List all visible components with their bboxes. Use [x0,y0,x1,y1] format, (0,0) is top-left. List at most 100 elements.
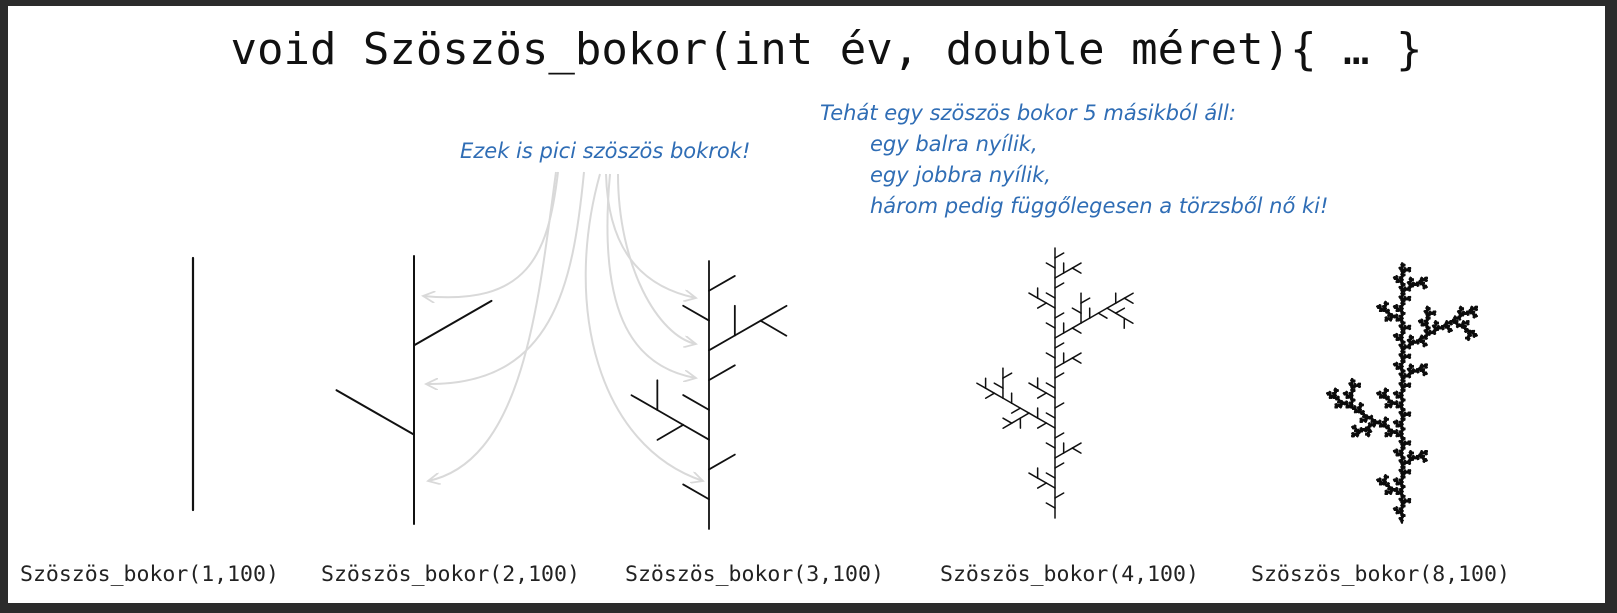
branch-segment [1046,483,1055,488]
branch-segment [1072,353,1081,358]
branch-segment [1038,483,1047,488]
branch-segment [1038,388,1047,393]
branch-segment [709,365,735,380]
branch-segment [1055,403,1064,408]
branch-segment [1055,433,1064,438]
branch-segment [1003,398,1012,403]
branch-segment [1046,303,1055,308]
pointer-arrow [607,174,696,378]
pointer-arrow [586,174,703,481]
branch-segment [1046,503,1055,508]
branch-segment [1029,293,1038,298]
pointer-arrow [618,174,696,344]
branch-segment [994,383,1003,388]
branch-segment [1116,313,1125,318]
bush-drawing-3 [632,261,787,529]
branch-segment [1090,313,1099,318]
branch-segment [1046,293,1055,298]
branch-segment [1072,268,1081,273]
branch-segment [994,393,1003,398]
diagram-canvas: void Szöszös_bokor(int év, double méret)… [8,6,1605,603]
branch-segment [1055,453,1064,458]
branch-segment [1003,418,1012,423]
branch-segment [1055,253,1064,258]
branch-segment [1038,478,1047,483]
branch-segment [1038,303,1047,308]
branch-segment [1064,268,1073,273]
branch-segment [709,276,735,291]
branch-segment [1012,408,1021,413]
branch-segment [1072,358,1081,363]
branch-segment [657,410,683,425]
branch-segment [1055,373,1064,378]
branch-segment [1124,298,1133,303]
branch-segment [683,395,709,410]
branch-segment [1072,443,1081,448]
branch-segment [1055,283,1064,288]
branch-segment [761,306,787,321]
branch-segment [1072,263,1081,268]
bushes-drawing [8,6,1605,603]
branch-segment [1072,323,1081,328]
branch-segment [1116,308,1125,313]
branch-segment [1046,413,1055,418]
branch-segment [1046,383,1055,388]
branch-segment [1046,263,1055,268]
branch-segment [1038,418,1047,423]
branch-segment [1081,298,1090,303]
branch-segment [1055,273,1064,278]
branch-segment [1038,393,1047,398]
branch-segment [1107,308,1116,313]
branch-segment [1046,423,1055,428]
branch-segment [1124,293,1133,298]
pointer-arrow [426,172,584,384]
branch-segment [1029,473,1038,478]
branch-segment [1055,313,1064,318]
branch-segment [657,425,683,440]
branch-segment [1107,303,1116,308]
branch-segment [1098,308,1107,313]
branch-segment [709,455,735,470]
branch-segment [1098,313,1107,318]
branch-segment [683,484,709,499]
branch-segment [1046,393,1055,398]
branch-segment [1046,353,1055,358]
branch-segment [1064,358,1073,363]
branch-segment [1055,463,1064,468]
branch-segment [1038,423,1047,428]
branch-segment [1012,403,1021,408]
branch-segment [632,395,658,410]
branch-segment [683,306,709,321]
branch-segment [1072,328,1081,333]
branch-segment [1003,423,1012,428]
branch-segment [1055,343,1064,348]
branch-segment [1038,298,1047,303]
branch-segment [1124,318,1133,323]
branch-segment [1055,363,1064,368]
arrows-layer [423,172,703,481]
branch-segment [986,388,995,393]
branch-segment [709,336,735,351]
branch-segment [1003,373,1012,378]
branch-segment [1029,383,1038,388]
branch-segment [337,390,414,434]
branch-segment [761,321,787,336]
branch-segment [1072,448,1081,453]
branch-segment [1072,308,1081,313]
branch-segment [1055,333,1064,338]
bush-drawing-4 [977,248,1133,518]
pointer-arrow [423,172,558,297]
branch-segment [735,321,761,336]
branch-segment [683,425,709,440]
branch-segment [1081,318,1090,323]
branch-segment [1046,473,1055,478]
branch-segment [414,301,491,345]
bush-drawing-8 [1327,263,1477,523]
branch-segment [1046,443,1055,448]
branch-segment [1020,408,1029,413]
branch-segment [1046,323,1055,328]
branch-segment [1116,298,1125,303]
branch-segment [1064,448,1073,453]
branch-segment [1064,328,1073,333]
branch-segment [1012,418,1021,423]
